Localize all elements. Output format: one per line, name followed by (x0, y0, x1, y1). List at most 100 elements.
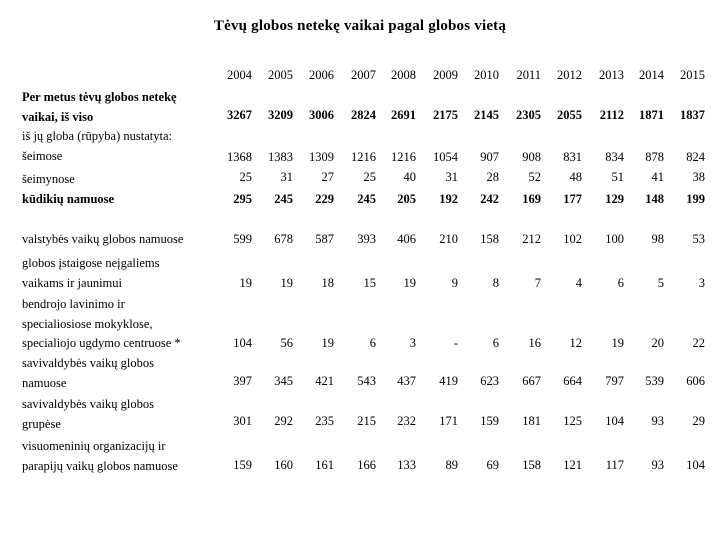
table-row: 599 678 587 393 406 210 158 212 102 100 98 53 (0, 232, 720, 251)
table-cell: 215 (357, 414, 376, 428)
table-row: 19 19 18 15 19 9 8 7 4 6 5 3 (0, 276, 720, 295)
row-label-line: parapijų vaikų globos namuose (22, 458, 178, 473)
table-cell: 421 (315, 374, 334, 388)
table-cell: 121 (563, 458, 582, 472)
table-cell: 235 (315, 414, 334, 428)
year-header: 2006 (309, 68, 334, 82)
row-label-line: bendrojo lavinimo ir (22, 297, 125, 311)
table-cell: 53 (692, 232, 706, 246)
table-cell: 587 (315, 232, 334, 246)
table-cell: 543 (357, 374, 376, 388)
table-cell: 2305 (516, 108, 541, 122)
table-row: 25 31 27 25 40 31 28 52 48 51 41 38 (0, 170, 720, 189)
year-header: 2015 (680, 68, 705, 82)
year-header: 2005 (268, 68, 293, 82)
table-cell: 245 (274, 192, 293, 206)
table-cell: 100 (605, 232, 624, 246)
table-cell: 210 (439, 232, 458, 246)
table-cell: 1837 (680, 108, 705, 122)
year-header: 2009 (433, 68, 458, 82)
table-cell: 98 (651, 232, 665, 246)
table-cell: 19 (239, 276, 253, 290)
row-label: šeimynose (22, 170, 75, 190)
year-header: 2013 (599, 68, 624, 82)
page-title: Tėvų globos netekę vaikai pagal globos v… (213, 18, 507, 34)
year-header: 2014 (639, 68, 664, 82)
row-label-line: šeimynose (22, 172, 75, 186)
table-cell: 1871 (639, 108, 664, 122)
table-cell: 1309 (309, 150, 334, 164)
row-label-line: vaikai, iš viso (22, 109, 94, 124)
table-cell: 232 (397, 414, 416, 428)
table-cell: 6 (369, 336, 376, 350)
table-cell: 7 (534, 276, 541, 290)
row-label-line: specialiojo ugdymo centruose * (22, 336, 181, 350)
table-cell: 345 (274, 374, 293, 388)
table-cell: 4 (575, 276, 582, 290)
table-cell: 1216 (351, 150, 376, 164)
table-row: 3267 3209 3006 2824 2691 2175 2145 2305 2055 2112… (0, 108, 720, 127)
table-cell: 69 (486, 458, 500, 472)
row-label: valstybės vaikų globos namuose (22, 230, 183, 250)
table-cell: 599 (233, 232, 252, 246)
table-cell: 166 (357, 458, 376, 472)
table-cell: 27 (321, 170, 335, 184)
table-cell: 678 (274, 232, 293, 246)
table-cell: 2055 (557, 108, 582, 122)
row-label-line: specialiosiose mokyklose, (22, 316, 153, 331)
table-cell: 31 (445, 170, 459, 184)
table-cell: 1383 (268, 150, 293, 164)
table-row: 295 245 229 245 205 192 242 169 177 129 148 199 (0, 192, 720, 211)
table-cell: 148 (645, 192, 664, 206)
table-cell: 181 (522, 414, 541, 428)
table-row: 104 56 19 6 3 - 6 16 12 19 20 22 (0, 336, 720, 355)
table-cell: 117 (605, 458, 624, 472)
table-row: 159 160 161 166 133 89 69 158 121 117 93 104 (0, 458, 720, 477)
table-cell: 19 (321, 336, 335, 350)
table-cell: 437 (397, 374, 416, 388)
table-cell: 104 (233, 336, 252, 350)
table-cell: 397 (233, 374, 252, 388)
year-header: 2008 (391, 68, 416, 82)
table-cell: 89 (445, 458, 459, 472)
table-cell: 51 (611, 170, 625, 184)
table-cell: 8 (492, 276, 499, 290)
year-header: 2012 (557, 68, 582, 82)
row-label: kūdikių namuose (22, 190, 114, 210)
table-cell: 161 (315, 458, 334, 472)
table-cell: 19 (611, 336, 625, 350)
table-cell: 52 (528, 170, 542, 184)
table-cell: 292 (274, 414, 293, 428)
table-row: 301 292 235 215 232 171 159 181 125 104 93 29 (0, 414, 720, 433)
table-cell: 16 (528, 336, 542, 350)
table-cell: 824 (686, 150, 705, 164)
table-cell: 133 (397, 458, 416, 472)
row-label-line: šeimose (22, 149, 63, 163)
row-label-line: savivaldybės vaikų globos (22, 356, 154, 370)
table-cell: 3 (698, 276, 705, 290)
row-label-line: grupėse (22, 416, 61, 431)
table-cell: 19 (280, 276, 294, 290)
row-label: visuomeninių organizacijų ir parapijų vai… (22, 437, 178, 476)
table-cell: 245 (357, 192, 376, 206)
table-cell: 159 (480, 414, 499, 428)
table-cell: 171 (439, 414, 458, 428)
table-cell: 2145 (474, 108, 499, 122)
row-label-line: Per metus tėvų globos netekę (22, 90, 177, 104)
table-cell: 18 (321, 276, 335, 290)
year-header: 2010 (474, 68, 499, 82)
table-cell: 664 (563, 374, 582, 388)
table-cell: 40 (403, 170, 417, 184)
row-label-line: namuose (22, 375, 67, 390)
table-cell: 205 (397, 192, 416, 206)
row-label-line: vaikams ir jaunimui (22, 275, 122, 290)
table-cell: 31 (280, 170, 294, 184)
table-cell: 160 (274, 458, 293, 472)
table-cell: 406 (397, 232, 416, 246)
row-label-line: valstybės vaikų globos namuose (22, 232, 184, 246)
table-row: 397 345 421 543 437 419 623 667 664 797 539 606 (0, 374, 720, 393)
table-cell: 6 (617, 276, 624, 290)
table-cell: 2175 (433, 108, 458, 122)
table-cell: 908 (522, 150, 541, 164)
table-cell: 129 (605, 192, 624, 206)
